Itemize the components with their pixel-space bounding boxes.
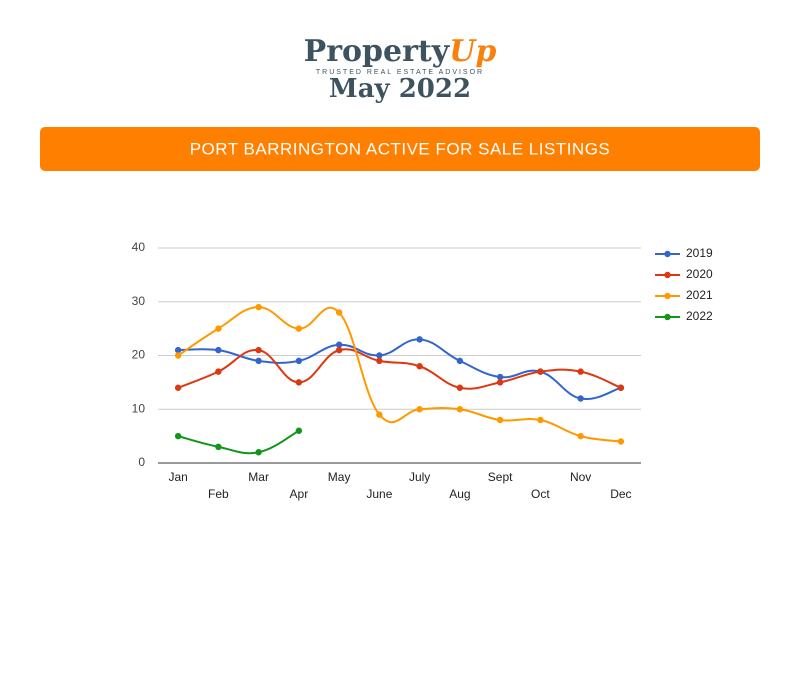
x-tick-label: Aug [449,487,470,501]
data-point [456,384,464,391]
legend-label: 2021 [686,288,713,302]
data-point [456,406,464,413]
data-point [376,357,383,365]
data-point [335,309,343,316]
data-point [255,357,262,365]
data-point [174,432,182,440]
data-point [496,416,504,424]
data-point [174,384,182,391]
series-line [177,348,622,390]
y-tick-label: 20 [132,348,146,362]
tagline: TRUSTED REAL ESTATE ADVISOR [316,69,484,76]
y-tick-label: 0 [138,455,145,469]
legend-dot [664,292,671,300]
x-tick-label: Feb [208,487,229,501]
data-point [577,432,584,440]
banner [40,127,760,171]
brand: Property [304,34,451,69]
data-point [335,346,343,354]
logo: PropertyUp [304,34,497,69]
data-point [174,352,182,359]
legend-dot [664,250,671,258]
legend-dot [664,271,671,279]
data-point [496,373,504,381]
legend-dot [664,313,671,321]
x-tick-label: Sept [488,470,513,484]
legend-label: 2020 [686,267,713,281]
y-tick-label: 10 [132,401,146,415]
y-tick-label: 40 [132,240,146,254]
banner-text: PORT BARRINGTON ACTIVE FOR SALE LISTINGS [190,139,611,158]
data-point [376,352,383,359]
series-line [177,306,622,443]
data-point [416,336,423,343]
data-point [215,368,222,375]
data-point [376,411,383,418]
data-point [295,357,303,365]
data-point [456,357,464,365]
data-point [255,303,262,311]
data-point [215,443,222,451]
data-point [215,325,222,332]
data-point [617,438,625,445]
x-tick-label: July [409,470,430,484]
data-point [335,341,343,348]
x-tick-label: June [366,487,392,501]
legend-label: 2022 [686,309,713,323]
data-point [537,416,544,424]
data-point [416,363,423,370]
x-tick-label: Jan [168,470,187,484]
x-tick-label: May [328,470,351,484]
data-point [255,449,262,456]
data-point [416,406,423,413]
data-point [295,427,303,434]
data-point [577,368,584,375]
x-tick-label: Mar [248,470,269,484]
x-tick-label: Oct [531,487,550,501]
data-point [295,379,303,386]
data-point [617,384,625,391]
legend-label: 2019 [686,246,713,260]
data-point [496,379,504,386]
data-point [215,346,222,354]
data-point [255,346,262,354]
data-point [577,395,584,402]
y-tick-label: 30 [132,294,146,308]
date: May 2022 [329,74,471,104]
x-tick-label: Dec [610,487,631,501]
series-line [177,429,300,455]
brand-accent: Up [449,34,496,69]
x-tick-label: Apr [290,487,309,501]
data-point [174,346,182,354]
x-tick-label: Nov [570,470,591,484]
data-point [295,325,303,332]
series-line [178,338,622,401]
data-point [537,368,544,375]
